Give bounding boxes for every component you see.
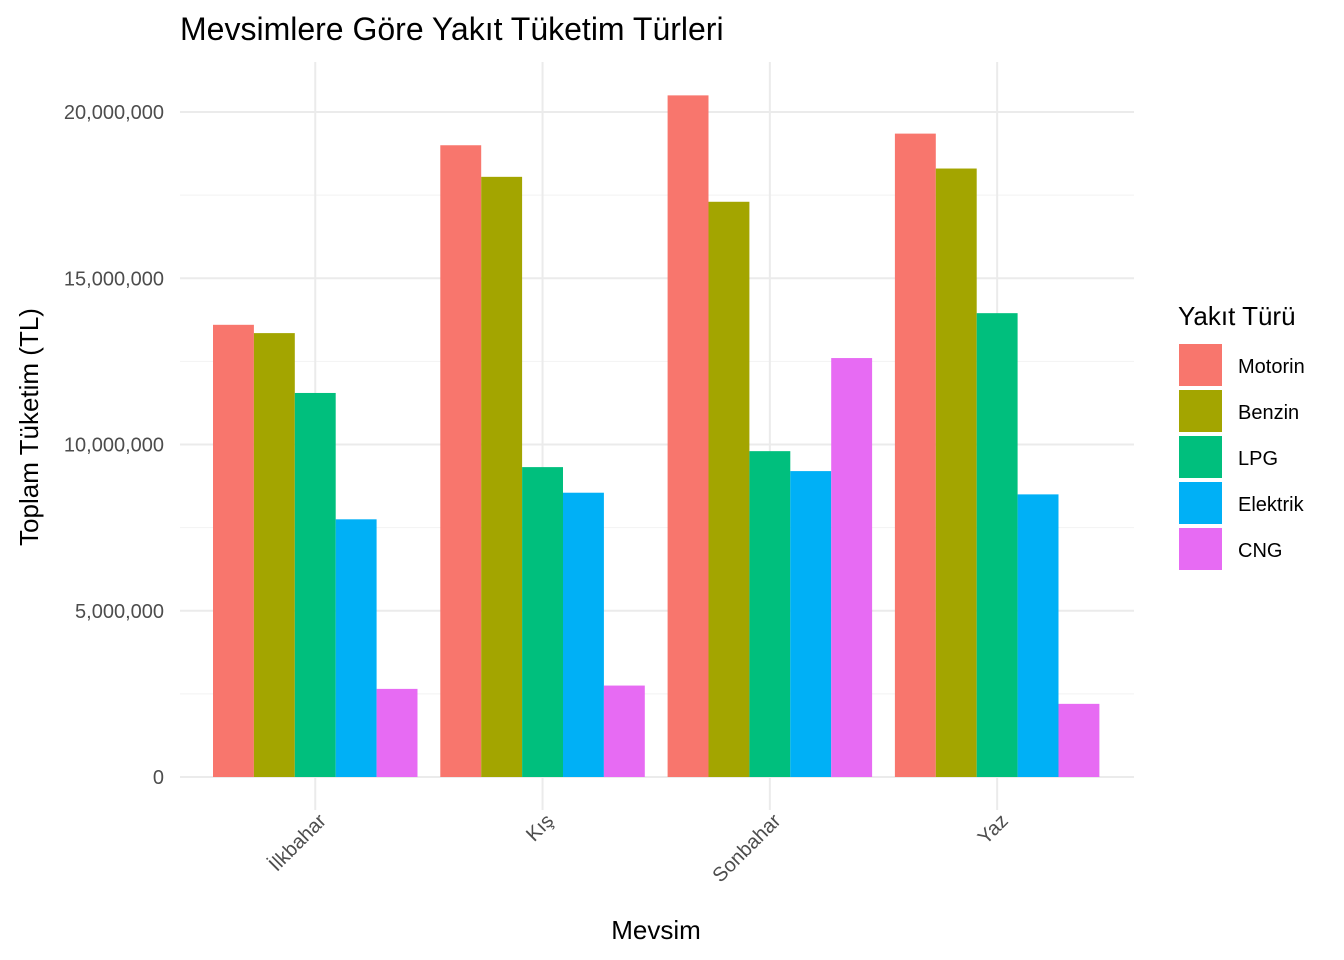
y-axis-title: Toplam Tüketim (TL) [14, 308, 44, 546]
y-tick-label: 5,000,000 [75, 601, 164, 623]
bar-lpg-3 [976, 313, 1018, 777]
legend-key-cng [1179, 528, 1222, 570]
bar-benzin-2 [708, 201, 750, 777]
legend-label-lpg: LPG [1238, 448, 1278, 470]
bar-motorin-0 [213, 324, 254, 777]
bar-elektrik-3 [1017, 494, 1059, 777]
x-axis-title: Mevsim [611, 915, 701, 945]
bar-cng-3 [1058, 703, 1100, 777]
bar-motorin-3 [894, 133, 936, 778]
legend-label-motorin: Motorin [1238, 356, 1305, 378]
bar-cng-1 [603, 685, 645, 777]
bar-cng-0 [376, 688, 418, 777]
y-tick-label: 0 [153, 767, 164, 789]
bar-lpg-1 [522, 467, 563, 777]
legend-key-motorin [1179, 344, 1222, 386]
bar-elektrik-0 [335, 519, 377, 777]
bars [213, 95, 1100, 778]
bar-benzin-0 [253, 333, 295, 777]
bar-motorin-2 [667, 95, 709, 777]
legend-key-benzin [1179, 390, 1222, 432]
y-tick-label: 20,000,000 [64, 102, 164, 124]
bar-motorin-1 [440, 145, 482, 777]
legend-label-elektrik: Elektrik [1238, 494, 1305, 516]
x-tick-label: Kış [522, 810, 558, 846]
x-axis: İlkbahar Kış Sonbahar Yaz [264, 809, 1012, 887]
bar-lpg-0 [294, 392, 336, 777]
bar-elektrik-2 [790, 471, 832, 777]
legend-label-cng: CNG [1238, 540, 1282, 562]
bar-cng-2 [831, 358, 873, 777]
legend-key-elektrik [1179, 482, 1222, 524]
legend-key-lpg [1179, 436, 1222, 478]
legend: Yakıt Türü Motorin Benzin LPG Elektrik CNG [1178, 301, 1305, 570]
legend-label-benzin: Benzin [1238, 402, 1299, 424]
bar-elektrik-1 [563, 492, 604, 777]
x-tick-label: Yaz [974, 810, 1013, 849]
x-tick-label: İlkbahar [264, 809, 331, 876]
y-tick-label: 15,000,000 [64, 268, 164, 290]
y-tick-label: 10,000,000 [64, 435, 164, 457]
x-tick-label: Sonbahar [708, 810, 785, 887]
bar-lpg-2 [749, 451, 791, 777]
legend-title: Yakıt Türü [1178, 301, 1296, 331]
bar-benzin-3 [935, 168, 977, 777]
y-axis: 0 5,000,000 10,000,000 15,000,000 20,000,000 [64, 102, 164, 789]
bar-benzin-1 [481, 176, 523, 777]
chart-title: Mevsimlere Göre Yakıt Tüketim Türleri [180, 11, 724, 47]
